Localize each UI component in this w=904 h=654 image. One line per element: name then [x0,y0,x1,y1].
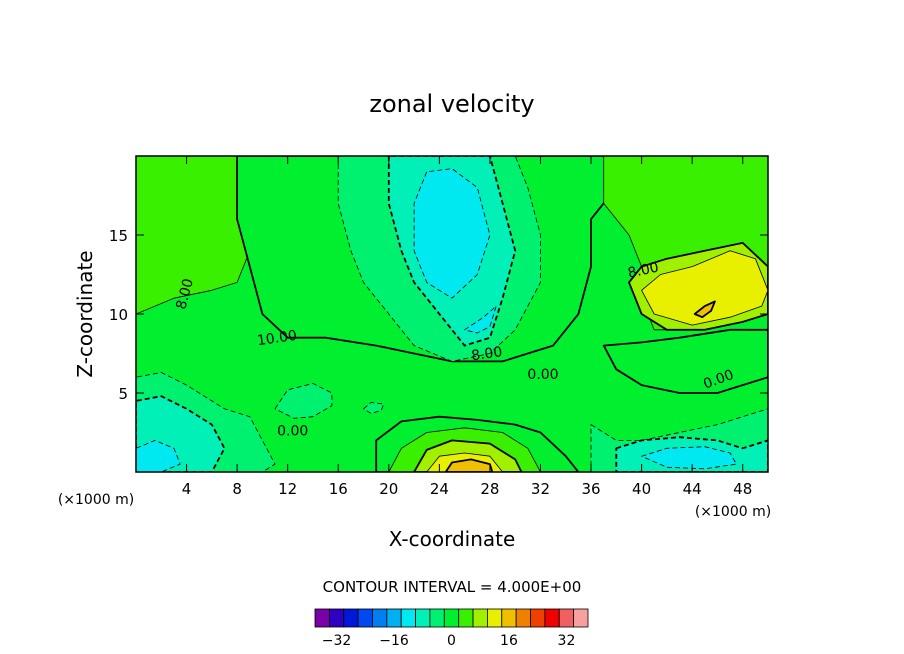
colorbar-swatch-10 [458,608,474,628]
contour-region-8 [641,250,768,326]
colorbar-swatch-4 [372,608,388,628]
contour-region-4 [413,168,491,299]
colorbar-swatch-0 [314,608,330,628]
x-tick-label-32: 32 [531,480,550,498]
y-axis-label: Z-coordinate [73,250,97,377]
x-tick-label-40: 40 [632,480,651,498]
colorbar-swatch-7 [415,608,431,628]
colorbar: −32 −16 0 16 32 [314,608,589,649]
contour-region-23 [363,402,385,414]
contour-region-10 [602,328,768,394]
y-axis-ticks: 5 10 15 [109,227,768,403]
colorbar-swatch-2 [343,608,359,628]
colorbar-swatch-17 [558,608,575,628]
contour-field [136,156,768,472]
contour-label-5: 8.00 [626,260,660,282]
contour-label-4: 0.00 [527,367,558,383]
contour-region-9 [693,300,716,319]
contour-region-18 [444,458,494,472]
x-tick-label-44: 44 [683,480,702,498]
x-tick-label-4: 4 [182,480,192,498]
colorbar-swatch-1 [328,608,345,628]
contour-region-13 [641,446,737,470]
colorbar-swatch-11 [472,608,488,628]
colorbar-swatch-13 [501,608,517,628]
contour-interval-text: CONTOUR INTERVAL = 4.000E+00 [323,578,582,596]
x-tick-label-28: 28 [480,480,499,498]
x-tick-label-16: 16 [329,480,348,498]
contour-label-3: 8.00 [470,344,503,364]
colorbar-swatch-8 [429,608,445,628]
x-unit-left: (×1000 m) [58,492,134,508]
contour-region-22 [274,383,333,419]
colorbar-swatch-12 [487,608,503,628]
y-tick-label-5: 5 [118,385,128,403]
colorbar-tick-16: 16 [500,633,518,649]
x-tick-label-24: 24 [430,480,449,498]
contour-region-21 [136,439,181,472]
contour-label-2: 0.00 [277,424,308,440]
chart-title: zonal velocity [369,90,534,118]
y-tick-label-10: 10 [109,306,128,324]
colorbar-tick-0: 0 [447,633,456,649]
contour-region-5 [464,305,497,334]
colorbar-tick--16: −16 [379,633,409,649]
contour-label-1: 10.00 [256,328,298,349]
colorbar-swatch-18 [573,608,589,628]
x-axis-ticks: 4 8 12 16 20 24 28 32 36 40 44 48 [182,156,752,498]
x-tick-label-48: 48 [733,480,752,498]
colorbar-swatch-9 [443,608,460,628]
colorbar-swatch-15 [530,608,546,628]
colorbar-swatch-16 [544,608,560,628]
contour-label-0: 8.00 [173,277,197,311]
x-tick-label-8: 8 [232,480,242,498]
y-tick-label-15: 15 [109,227,128,245]
x-unit-right: (×1000 m) [695,504,771,520]
colorbar-swatch-6 [400,608,416,628]
colorbar-tick--32: −32 [322,633,352,649]
colorbar-swatch-5 [386,608,402,628]
x-axis-label: X-coordinate [389,527,516,551]
x-tick-label-20: 20 [379,480,398,498]
x-tick-label-12: 12 [278,480,297,498]
x-tick-label-36: 36 [581,480,600,498]
colorbar-swatch-3 [357,608,373,628]
colorbar-swatch-14 [515,608,531,628]
colorbar-tick-32: 32 [558,633,576,649]
